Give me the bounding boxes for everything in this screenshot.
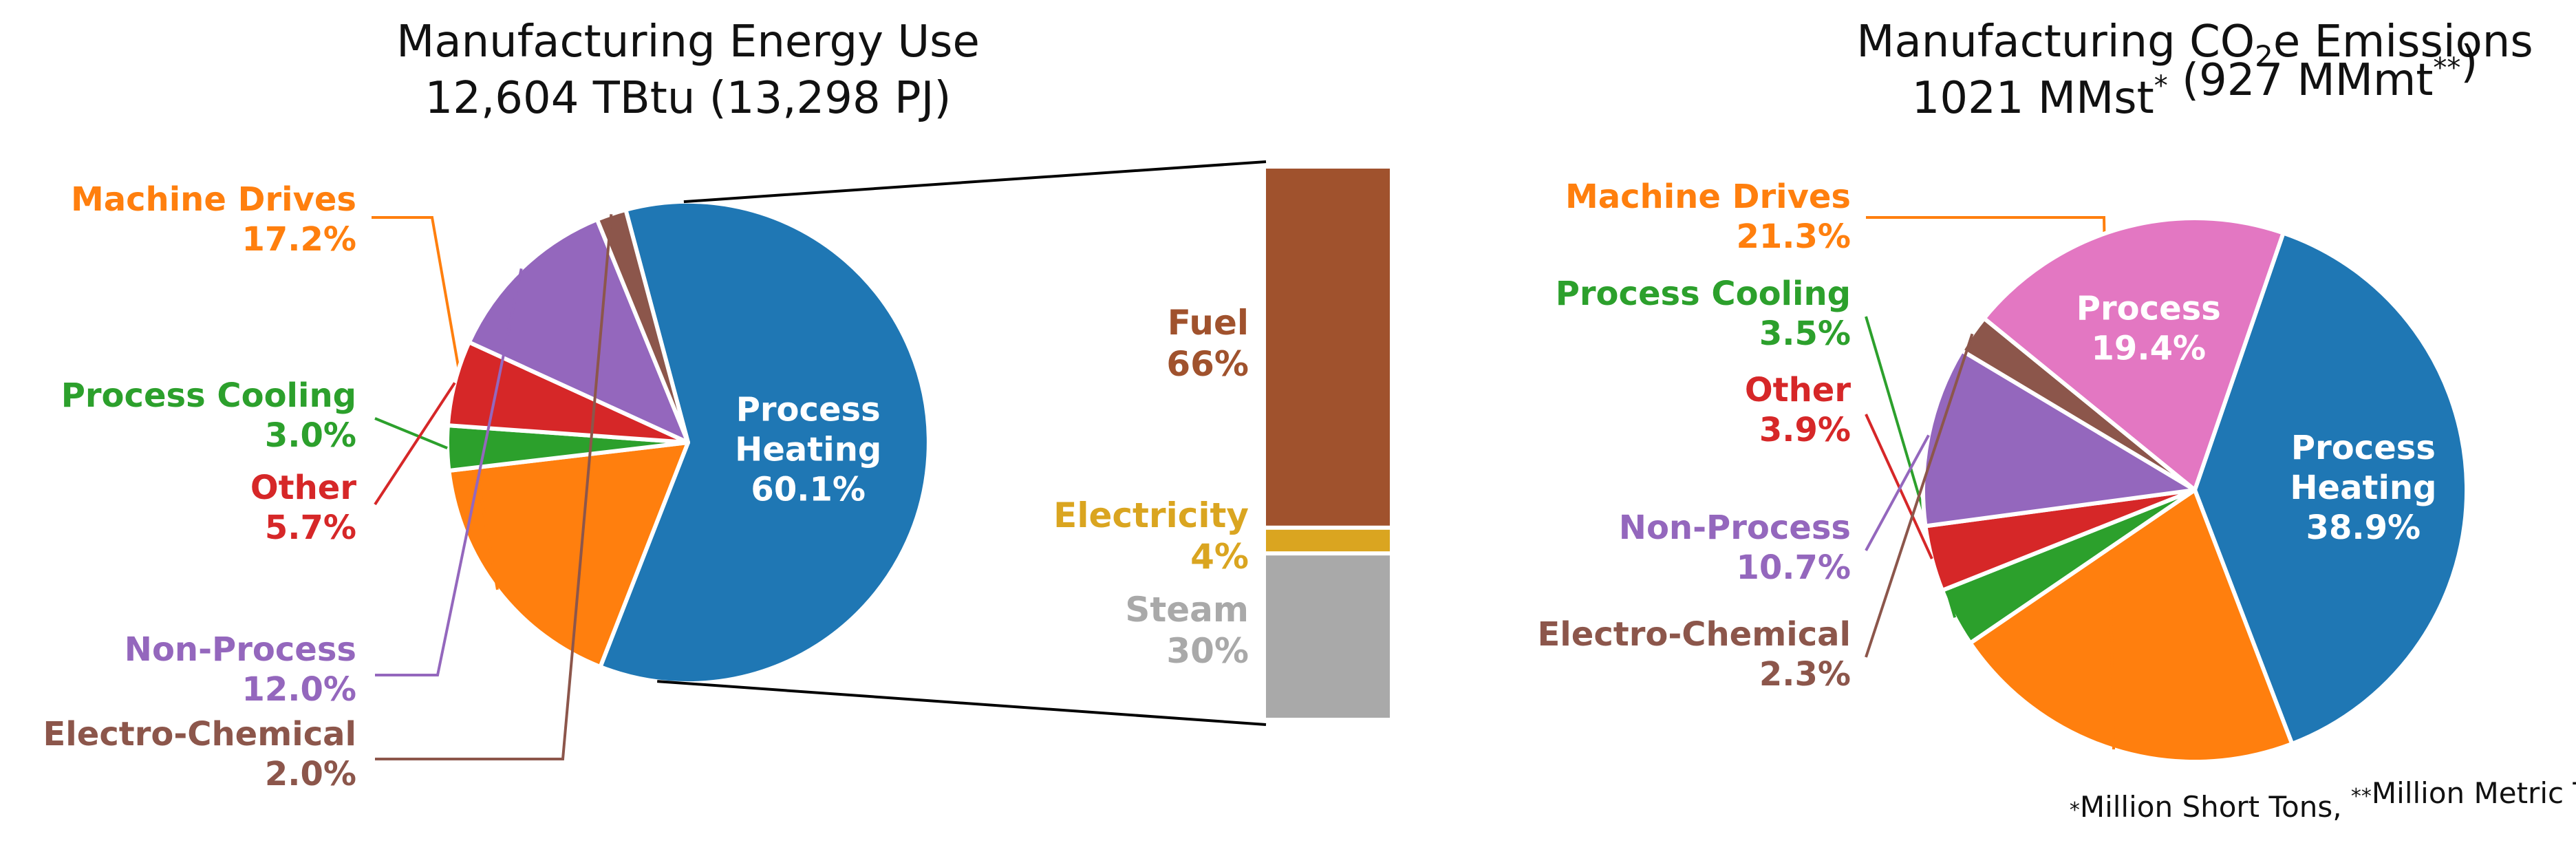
pie-slice-process	[1982, 215, 2286, 492]
slice-label-process-heating: Heating	[2290, 469, 2436, 507]
pie-slice-machine-drives	[1968, 488, 2295, 765]
right-chart-title: Manufacturing CO2e Emissions	[1856, 17, 2533, 73]
slice-label-process-heating: Process	[2291, 429, 2436, 467]
left-chart-subtitle: 12,604 TBtu (13,298 PJ)	[425, 73, 952, 124]
footnote: *Million Short Tons, **Million Metric To…	[2070, 776, 2576, 824]
bar-segment-steam	[1266, 555, 1390, 718]
leader-line-electro-chemical	[1865, 333, 1974, 658]
right-chart-subtitle: 1021 MMst* (927 MMmt**)	[1912, 37, 2478, 124]
slice-value-process-heating: 38.9%	[2306, 509, 2421, 547]
slice-label-process-heating: Process	[736, 391, 881, 429]
bar-label-electricity: Electricity	[1053, 495, 1249, 535]
slice-value-process-heating: 60.1%	[751, 471, 866, 509]
bar-segment-electricity	[1266, 529, 1390, 552]
slice-label-machine-drives: Machine Drives	[71, 180, 356, 219]
bar-value-steam: 30%	[1166, 631, 1249, 671]
slice-label-other: Other	[250, 469, 356, 507]
slice-label-process-cooling: Process Cooling	[61, 376, 356, 415]
slice-label-non-process: Non-Process	[1619, 509, 1851, 547]
slice-value-non-process: 10.7%	[1736, 548, 1851, 587]
slice-label-process-heating: Heating	[735, 431, 881, 469]
leader-line-machine-drives	[1866, 216, 2115, 750]
leader-line-non-process	[1865, 434, 1930, 551]
slice-value-machine-drives: 17.2%	[242, 220, 356, 259]
pie-slice-non-process	[466, 217, 690, 445]
leader-line-other	[374, 382, 456, 506]
slice-value-electro-chemical: 2.3%	[1759, 655, 1851, 694]
slice-label-machine-drives: Machine Drives	[1565, 178, 1851, 216]
bar-value-fuel: 66%	[1166, 344, 1249, 384]
pie-slice-machine-drives	[447, 440, 690, 669]
slice-label-non-process: Non-Process	[125, 630, 356, 669]
bar-label-steam: Steam	[1125, 590, 1249, 630]
slice-label-electro-chemical: Electro-Chemical	[1538, 615, 1851, 654]
slice-value-process-cooling: 3.0%	[265, 416, 356, 455]
slice-label-other: Other	[1745, 371, 1851, 409]
slice-label-electro-chemical: Electro-Chemical	[43, 715, 356, 754]
leader-line-other	[1865, 414, 1933, 559]
bar-label-fuel: Fuel	[1168, 303, 1249, 343]
slice-value-process-cooling: 3.5%	[1759, 314, 1851, 353]
slice-label-process-cooling: Process Cooling	[1556, 275, 1851, 313]
leader-line-non-process	[375, 268, 523, 676]
pie-slice-electro-chemical	[594, 207, 690, 445]
connector-line-top	[683, 160, 1267, 204]
leader-line-electro-chemical	[375, 214, 613, 760]
slice-value-other: 3.9%	[1759, 411, 1851, 449]
pie-slice-process-heating	[2193, 231, 2469, 746]
slice-value-other: 5.7%	[265, 509, 356, 547]
slice-value-process: 19.4%	[2092, 330, 2207, 368]
slice-value-non-process: 12.0%	[242, 670, 356, 709]
slice-value-machine-drives: 21.3%	[1736, 217, 1851, 256]
left-chart-title: Manufacturing Energy Use	[396, 17, 980, 67]
bar-value-electricity: 4%	[1190, 537, 1249, 577]
bar-segment-fuel	[1266, 169, 1390, 526]
slice-value-electro-chemical: 2.0%	[265, 755, 356, 793]
pie-slice-process-heating	[598, 200, 931, 685]
leader-line-process-cooling	[374, 417, 448, 449]
slice-label-process: Process	[2076, 290, 2221, 328]
connector-line-bottom	[657, 680, 1267, 726]
